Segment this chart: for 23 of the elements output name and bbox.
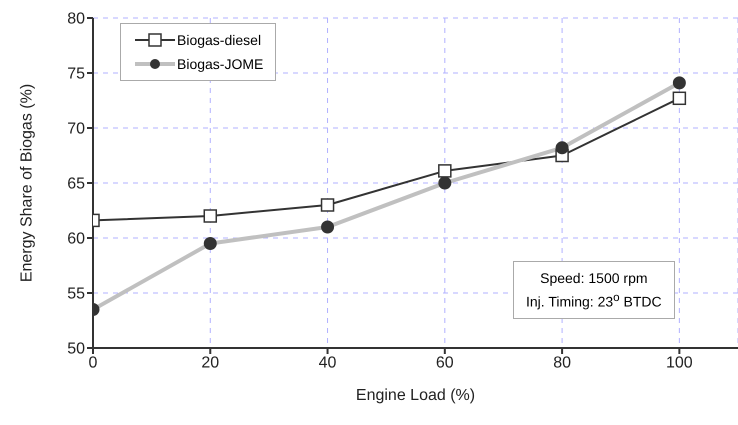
- note-box: Speed: 1500 rpm Inj. Timing: 23$^{o}$ BTDC: [513, 261, 675, 319]
- x-axis-title: Engine Load (%): [356, 387, 476, 404]
- point: [320, 198, 334, 212]
- legend-label: Biogas-JOME: [177, 56, 264, 72]
- y-tick-label: 65: [67, 176, 86, 193]
- annotation: Speed: 1500 rpm Inj. Timing: 23$^{o}$ BTDC: [526, 269, 662, 312]
- point: [438, 164, 452, 178]
- x-tick-label: 20: [201, 354, 220, 372]
- y-tick-label: 50: [67, 340, 86, 358]
- point: [672, 92, 686, 106]
- y-tick-label: 60: [67, 230, 86, 248]
- x-tick-label: 100: [666, 354, 693, 372]
- y-tick-label: 80: [67, 10, 86, 28]
- legend-label: Biogas-diesel: [177, 32, 262, 48]
- x-tick-label: 0: [88, 354, 98, 372]
- y-tick-label: 55: [67, 286, 86, 303]
- y-tick-label: 70: [67, 120, 86, 138]
- y-tick-label: 75: [67, 66, 86, 83]
- x-tick-label: 80: [553, 354, 572, 372]
- point: [204, 209, 218, 223]
- x-tick-label: 40: [318, 354, 337, 372]
- y-axis-title: Energy Share of Biogas (%): [18, 84, 36, 282]
- x-tick-label: 60: [436, 354, 454, 372]
